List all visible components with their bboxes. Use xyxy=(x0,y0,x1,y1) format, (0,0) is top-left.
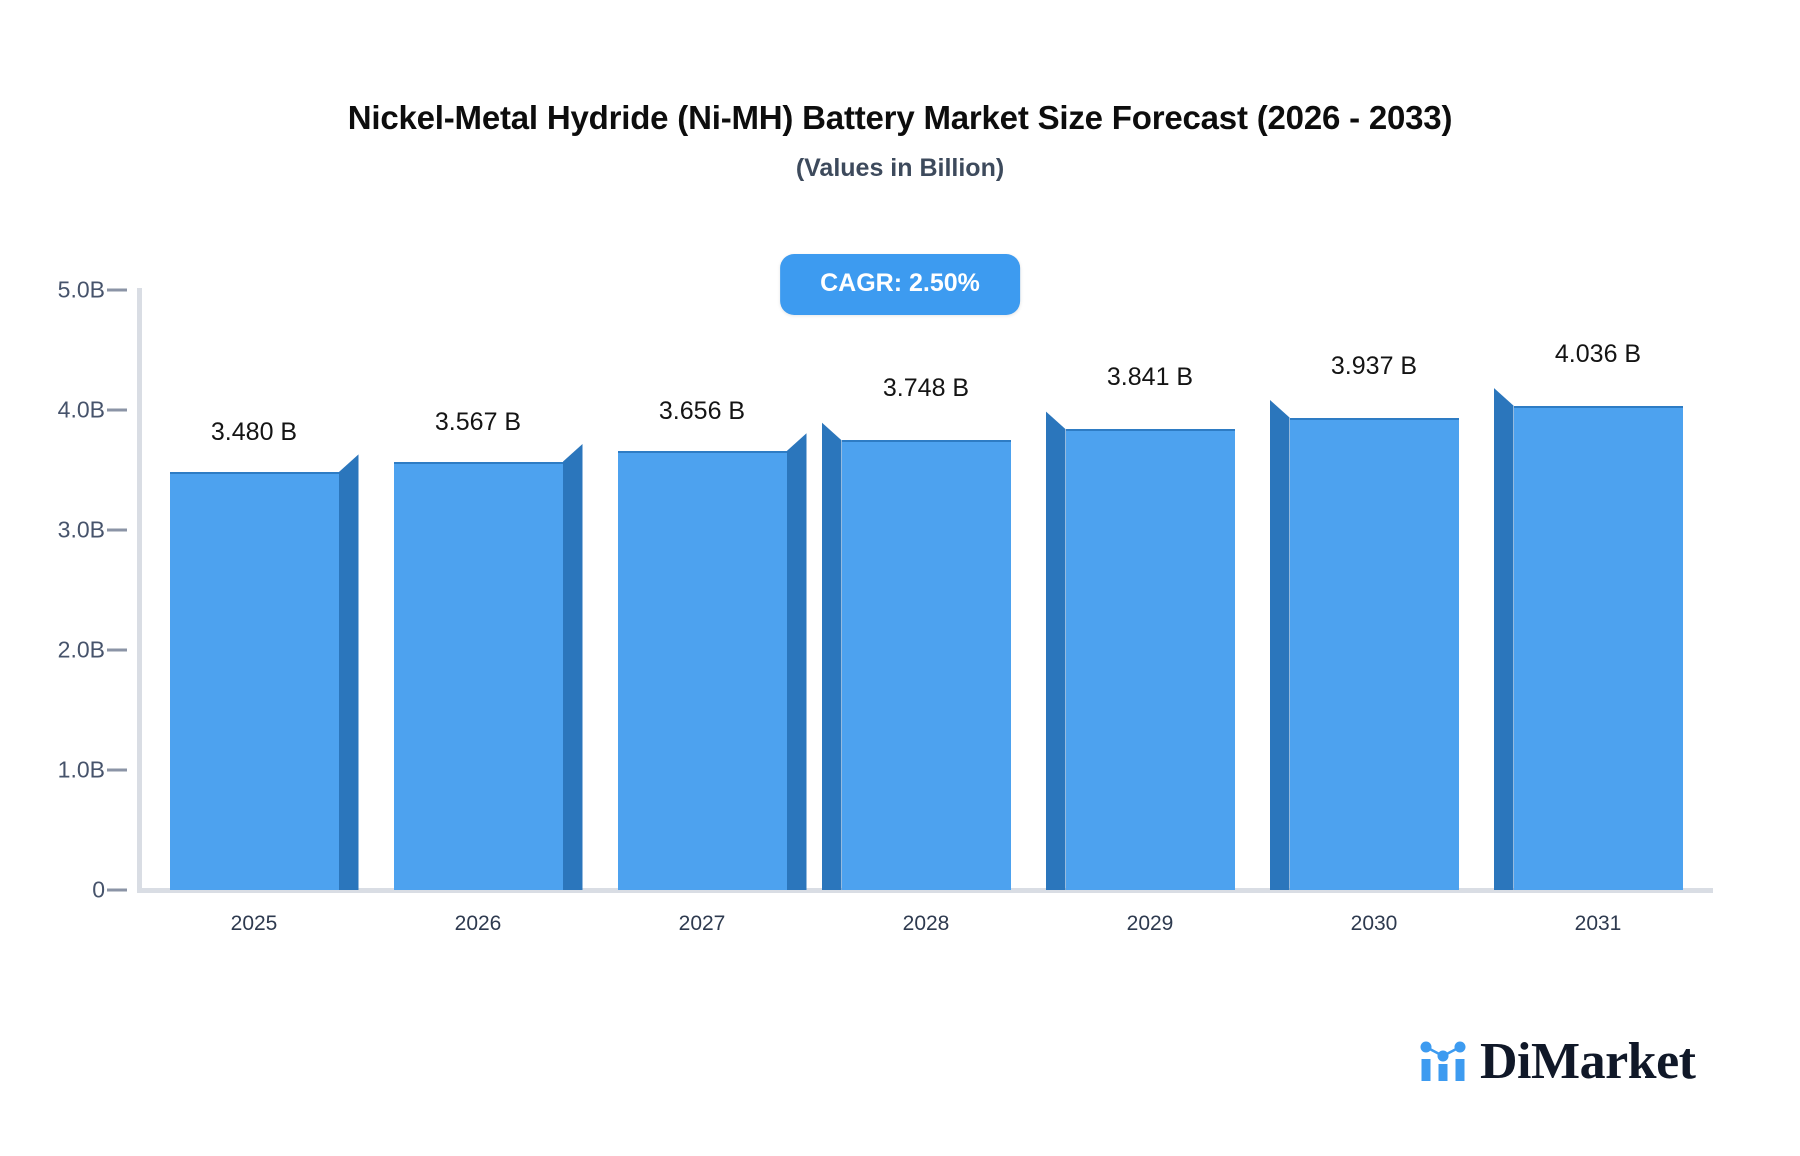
y-axis-tick-mark xyxy=(107,288,127,292)
x-axis-tick-label: 2025 xyxy=(230,912,278,935)
y-axis-tick-mark xyxy=(107,648,127,652)
bar-front-face xyxy=(1065,429,1235,890)
y-axis-tick-label: 2.0B xyxy=(57,636,105,663)
y-axis-tick-label: 5.0B xyxy=(57,276,105,303)
x-axis-tick-label: 2031 xyxy=(1574,912,1622,935)
bar-side-face xyxy=(786,433,807,890)
bar-side-face xyxy=(1045,411,1066,890)
brand-logo: DiMarket xyxy=(1418,1033,1696,1090)
x-axis-tick-label: 2029 xyxy=(1126,912,1174,935)
bar-value-label: 3.480 B xyxy=(210,418,298,447)
bar-value-label: 3.748 B xyxy=(882,374,970,403)
y-axis-tick-mark xyxy=(107,528,127,532)
bar-side-face xyxy=(1493,387,1514,890)
bar-chart-icon xyxy=(1418,1037,1468,1088)
bar-value-label: 3.937 B xyxy=(1330,351,1418,380)
bar-front-face xyxy=(169,472,339,890)
y-axis-tick-mark xyxy=(107,768,127,772)
y-axis-tick-label: 3.0B xyxy=(57,516,105,543)
bar-value-label: 4.036 B xyxy=(1554,339,1642,368)
logo-text: DiMarket xyxy=(1480,1033,1696,1090)
bar-side-face xyxy=(338,454,359,890)
x-axis-tick-label: 2028 xyxy=(902,912,950,935)
x-axis-tick-label: 2026 xyxy=(454,912,502,935)
bar-front-face xyxy=(393,461,563,890)
bar-front-face xyxy=(1289,417,1459,890)
title-block: Nickel-Metal Hydride (Ni-MH) Battery Mar… xyxy=(0,98,1800,183)
cagr-badge: CAGR: 2.50% xyxy=(780,254,1020,315)
bar-side-face xyxy=(562,443,583,890)
x-axis-line xyxy=(137,888,1713,893)
chart-subtitle: (Values in Billion) xyxy=(795,153,1005,182)
y-axis-line xyxy=(137,288,142,892)
x-axis-tick-label: 2027 xyxy=(678,912,726,935)
bar-front-face xyxy=(1513,405,1683,890)
y-axis-tick-label: 0 xyxy=(92,876,105,903)
bar-front-face xyxy=(617,451,787,890)
bar-side-face xyxy=(821,422,842,890)
bar-front-face xyxy=(841,440,1011,890)
y-axis-tick-mark xyxy=(107,408,127,412)
page-title: Nickel-Metal Hydride (Ni-MH) Battery Mar… xyxy=(347,99,1453,136)
bar-value-label: 3.656 B xyxy=(658,397,746,426)
bar-side-face xyxy=(1269,399,1290,890)
y-axis-tick-label: 1.0B xyxy=(57,756,105,783)
bar-value-label: 3.567 B xyxy=(434,407,522,436)
x-axis-tick-label: 2030 xyxy=(1350,912,1398,935)
bar-value-label: 3.841 B xyxy=(1106,363,1194,392)
y-axis-tick-mark xyxy=(107,888,127,892)
y-axis-tick-label: 4.0B xyxy=(57,396,105,423)
